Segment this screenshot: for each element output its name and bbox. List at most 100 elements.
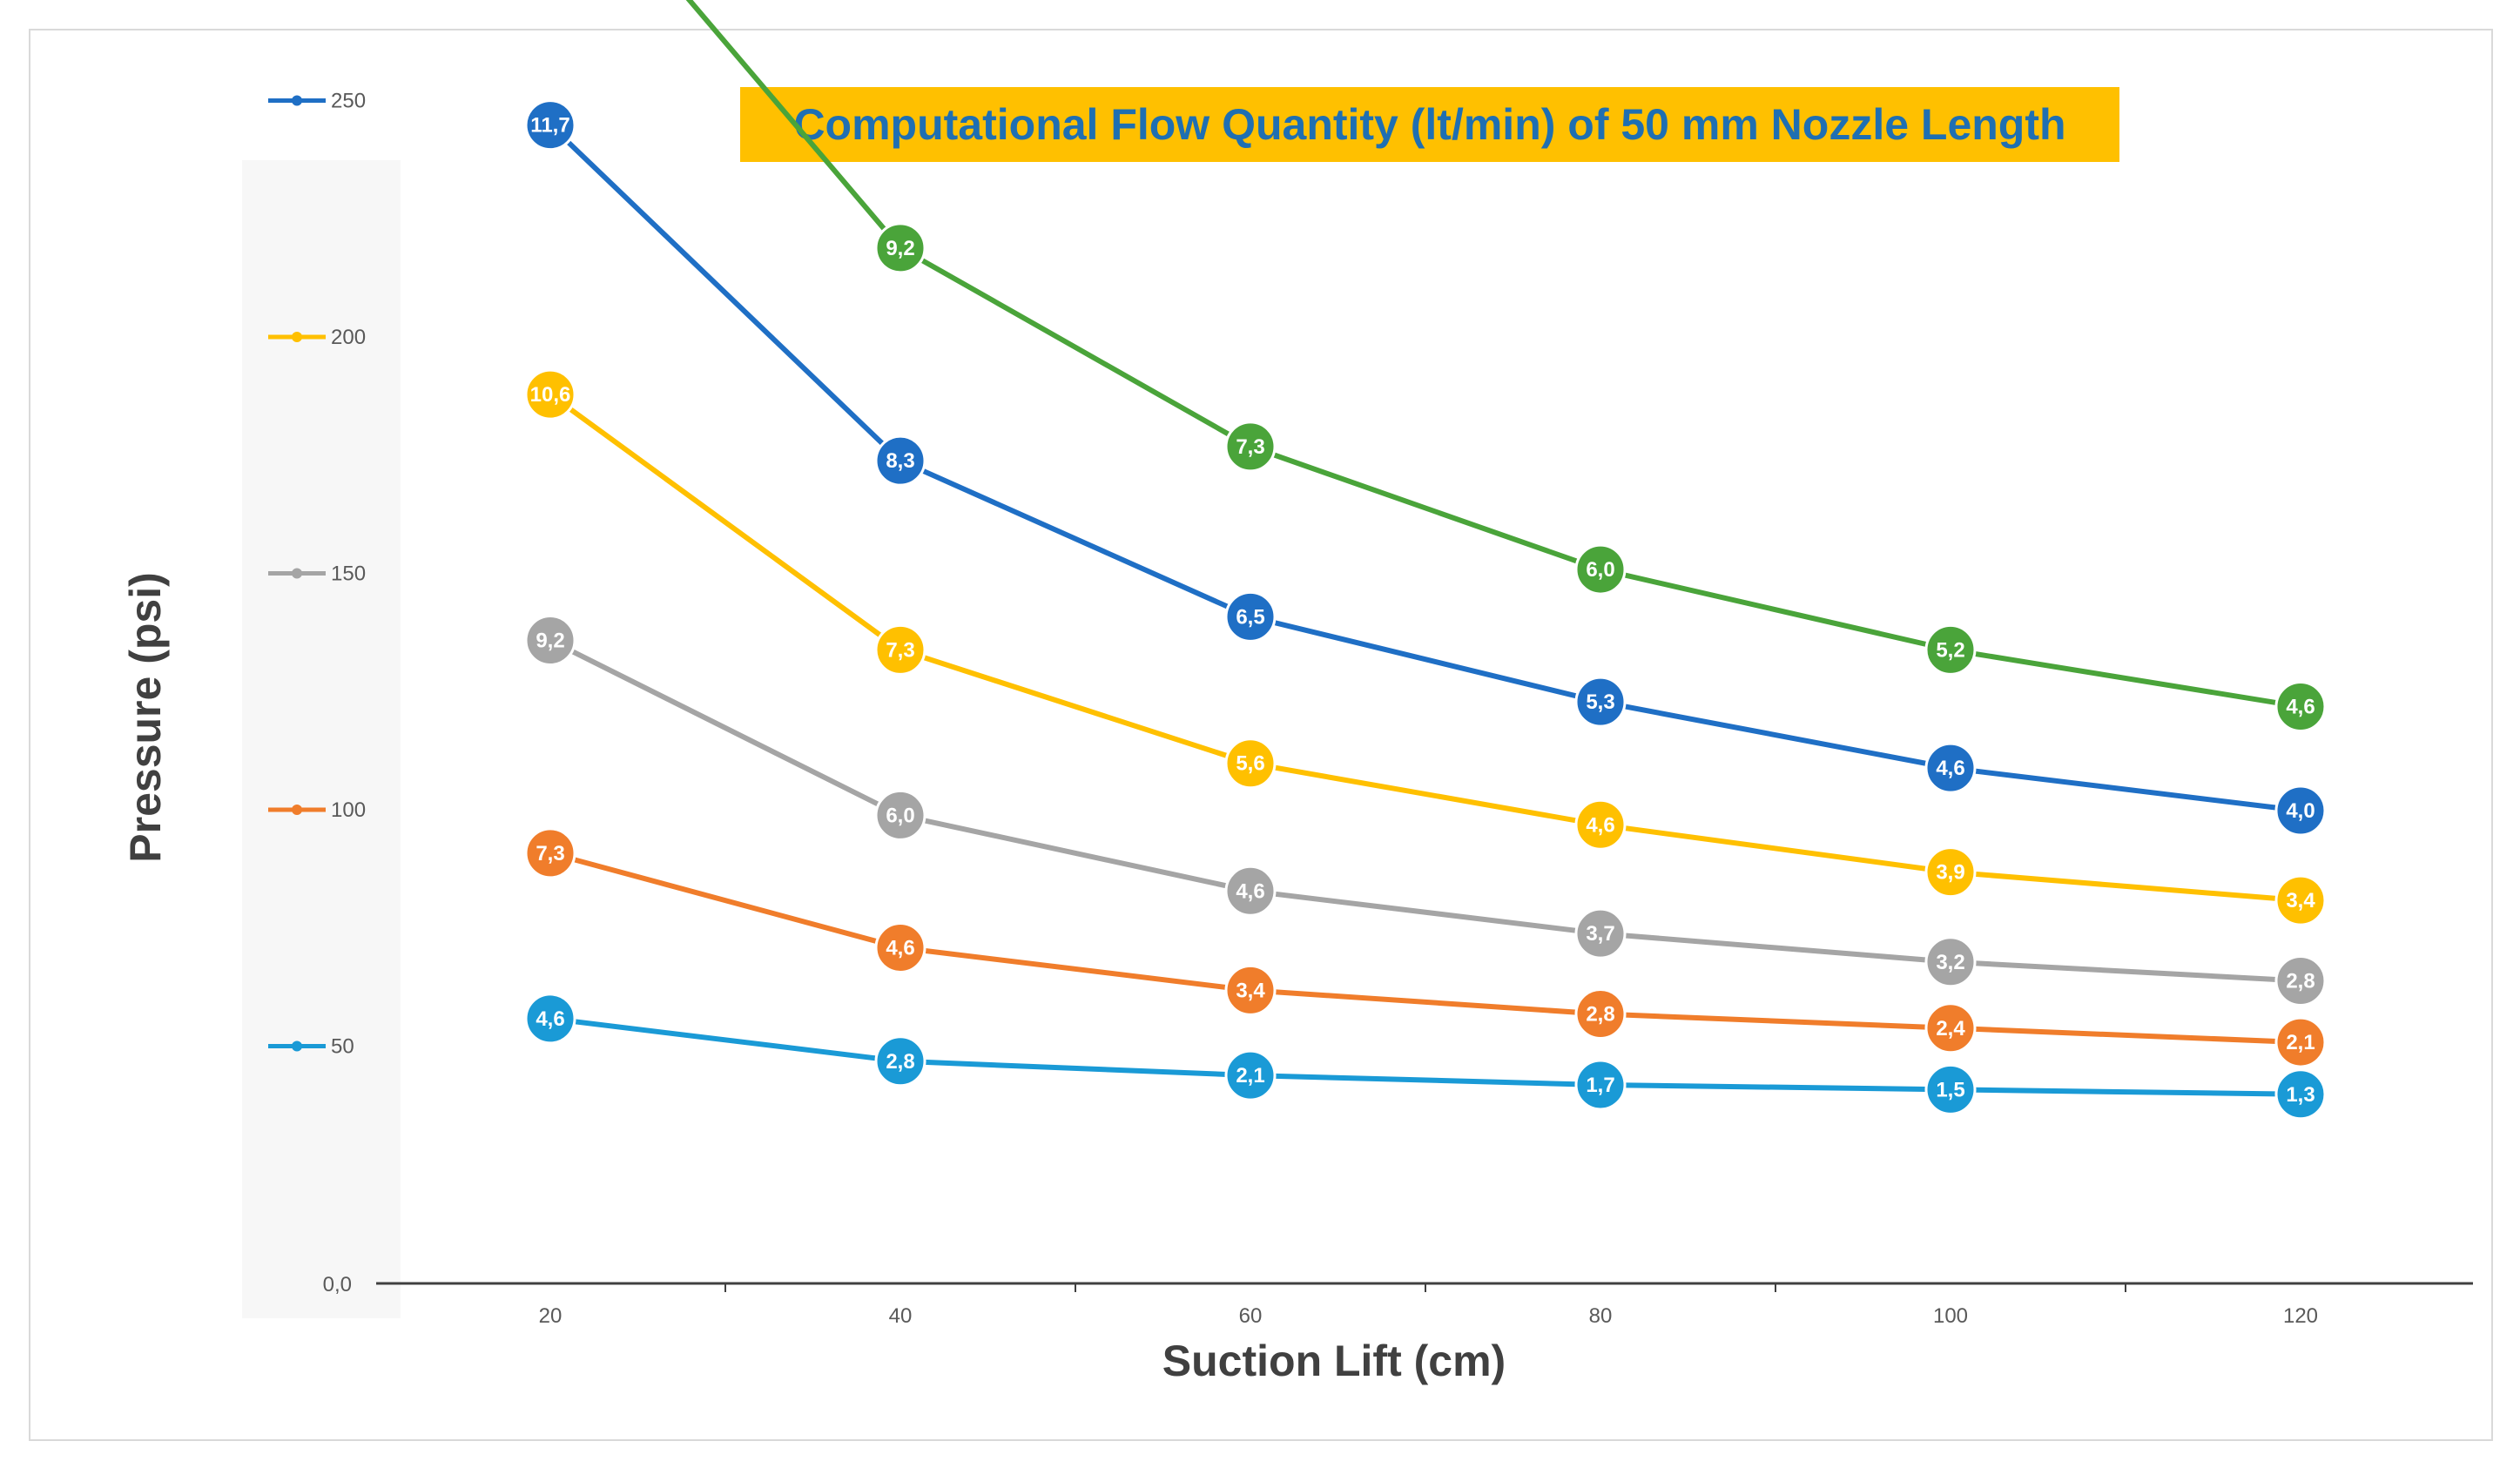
data-point bbox=[2274, 954, 2327, 1007]
legend-label: 100 bbox=[331, 798, 366, 822]
data-point bbox=[874, 921, 926, 973]
data-label: 6,0 bbox=[1586, 558, 1614, 582]
data-point bbox=[2274, 681, 2327, 733]
legend-label: 250 bbox=[331, 90, 366, 113]
data-label: 2,8 bbox=[1586, 1002, 1614, 1026]
data-point bbox=[1924, 742, 1977, 794]
x-tick-label: 40 bbox=[889, 1304, 913, 1328]
legend-panel bbox=[242, 160, 401, 1318]
series-line bbox=[685, 0, 2301, 710]
data-point bbox=[1224, 590, 1277, 643]
chart-title-box: Computational Flow Quantity (lt/min) of … bbox=[740, 87, 2119, 162]
series-line bbox=[548, 123, 2301, 813]
data-point bbox=[1224, 421, 1277, 473]
legend-marker bbox=[292, 1040, 302, 1052]
data-label: 3,7 bbox=[1586, 922, 1614, 946]
x-tick-label: 60 bbox=[1239, 1304, 1263, 1328]
data-label: 3,4 bbox=[1236, 979, 1265, 1002]
data-point bbox=[524, 615, 576, 667]
legend-marker bbox=[292, 568, 302, 579]
data-point bbox=[2274, 1068, 2327, 1121]
data-point bbox=[1224, 865, 1277, 917]
series-line bbox=[549, 637, 2301, 984]
data-label: 4,6 bbox=[1936, 757, 1964, 780]
data-point bbox=[2274, 874, 2327, 926]
legend-marker bbox=[292, 95, 302, 106]
data-point bbox=[1574, 987, 1627, 1040]
data-point bbox=[1924, 936, 1977, 988]
data-point bbox=[1224, 737, 1277, 790]
data-label: 11,7 bbox=[530, 114, 569, 138]
y-zero-label: 0,0 bbox=[323, 1273, 352, 1296]
series-150: 9,2 6,0 4,6 3,7 3,2 2,8 bbox=[524, 615, 2327, 1007]
data-point bbox=[1924, 1063, 1977, 1115]
data-point bbox=[874, 222, 926, 274]
data-label: 3,9 bbox=[1936, 861, 1964, 885]
data-label: 2,1 bbox=[2286, 1031, 2314, 1054]
data-label: 4,6 bbox=[1236, 879, 1264, 903]
series-50: 4,6 2,8 2,1 1,7 1,5 1,3 bbox=[524, 993, 2327, 1121]
data-point bbox=[524, 827, 576, 879]
data-label: 6,5 bbox=[1236, 605, 1264, 629]
data-label: 7,3 bbox=[536, 842, 564, 865]
data-label: 1,7 bbox=[1586, 1074, 1614, 1097]
legend-label: 200 bbox=[331, 326, 366, 349]
series-line bbox=[549, 850, 2301, 1046]
data-point bbox=[1224, 964, 1277, 1016]
data-label: 9,2 bbox=[536, 630, 564, 653]
data-point bbox=[1574, 543, 1627, 596]
data-label: 4,6 bbox=[1586, 813, 1614, 837]
series-200: 10,6 7,3 5,6 4,6 3,9 3,4 bbox=[524, 368, 2327, 926]
data-point bbox=[1924, 1002, 1977, 1054]
data-point bbox=[874, 1035, 926, 1088]
data-point bbox=[524, 993, 576, 1045]
legend-label: 50 bbox=[331, 1035, 354, 1059]
data-point bbox=[1574, 798, 1627, 851]
data-label: 7,3 bbox=[1236, 435, 1264, 459]
chart-frame bbox=[29, 29, 2493, 1441]
data-point bbox=[874, 623, 926, 676]
data-label: 5,3 bbox=[1586, 690, 1614, 714]
data-label: 1,3 bbox=[2286, 1083, 2314, 1107]
x-tick-label: 80 bbox=[1589, 1304, 1613, 1328]
data-point bbox=[1574, 676, 1627, 728]
data-label: 8,3 bbox=[886, 449, 914, 473]
data-point bbox=[1924, 623, 1977, 676]
data-label: 3,4 bbox=[2286, 889, 2315, 912]
data-label: 6,0 bbox=[886, 804, 914, 827]
data-label: 1,5 bbox=[1936, 1078, 1964, 1101]
series-300: 12,69,27,36,05,24,6 bbox=[685, 0, 2327, 733]
data-label: 4,6 bbox=[536, 1007, 564, 1031]
data-label: 10,6 bbox=[530, 383, 571, 407]
data-label: 4,0 bbox=[2286, 799, 2314, 823]
chart-title: Computational Flow Quantity (lt/min) of … bbox=[793, 100, 2066, 149]
data-point bbox=[874, 789, 926, 841]
x-tick-label: 100 bbox=[1933, 1304, 1968, 1328]
series-250: 11,7 8,3 6,5 5,3 4,6 4,0 bbox=[524, 99, 2327, 837]
x-axis-title: Suction Lift (cm) bbox=[1162, 1337, 1506, 1385]
data-point bbox=[2274, 1016, 2327, 1068]
data-label: 2,4 bbox=[1936, 1017, 1965, 1040]
series-line bbox=[549, 1015, 2301, 1097]
legend-marker bbox=[292, 805, 302, 815]
data-label: 3,2 bbox=[1936, 951, 1964, 974]
data-point bbox=[874, 434, 926, 487]
legend-marker bbox=[292, 332, 302, 342]
data-point bbox=[524, 368, 576, 421]
legend-label: 150 bbox=[331, 562, 366, 586]
data-label: 7,3 bbox=[886, 638, 914, 662]
data-label: 4,6 bbox=[2286, 696, 2314, 719]
series-100: 7,3 4,6 3,4 2,8 2,4 2,1 bbox=[524, 827, 2327, 1068]
series-line bbox=[549, 392, 2301, 904]
data-point bbox=[2274, 785, 2327, 837]
data-point bbox=[1574, 1059, 1627, 1111]
data-label: 2,8 bbox=[886, 1050, 914, 1074]
data-point bbox=[1574, 907, 1627, 960]
y-axis-title: Pressure (psi) bbox=[121, 572, 170, 862]
data-label: 2,8 bbox=[2286, 969, 2314, 993]
data-label: 2,1 bbox=[1236, 1064, 1264, 1088]
data-label: 5,2 bbox=[1936, 638, 1964, 662]
data-label: 4,6 bbox=[886, 936, 914, 960]
data-point bbox=[1924, 846, 1977, 899]
